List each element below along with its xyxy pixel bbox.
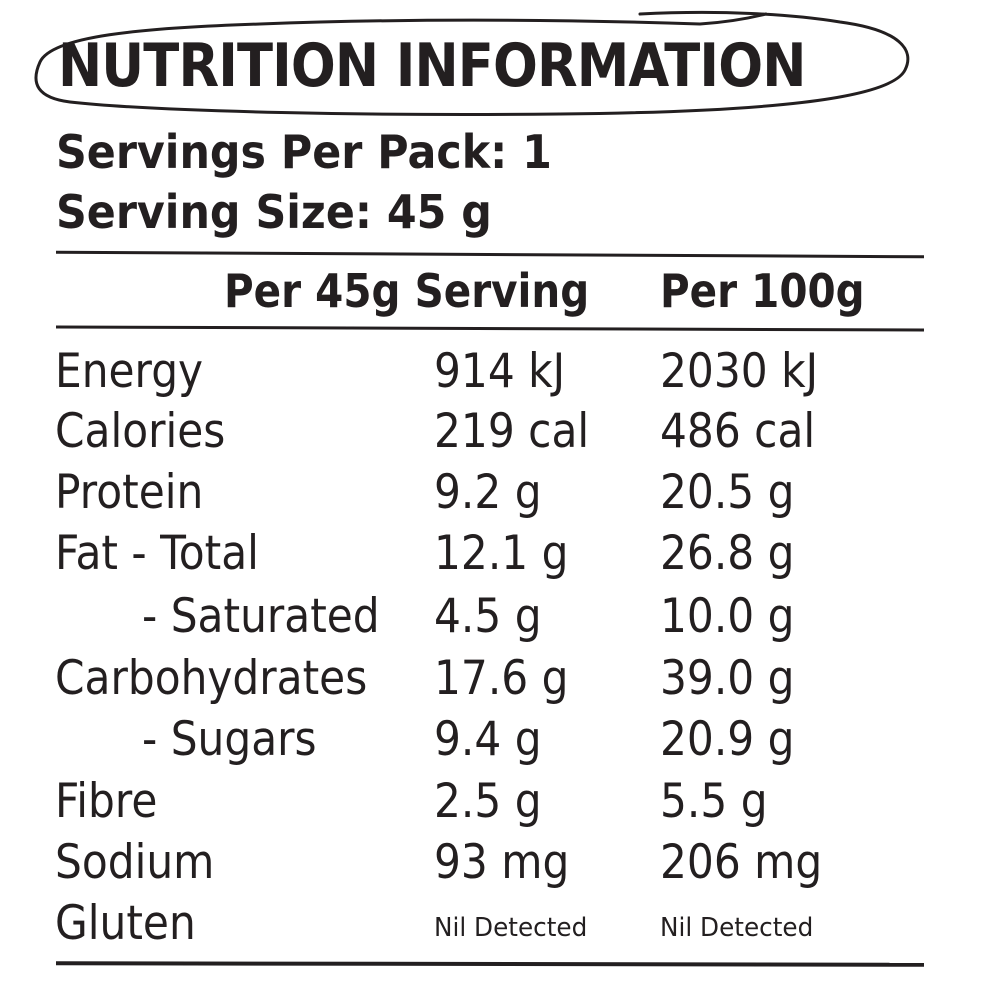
divider-bottom — [55, 961, 925, 967]
value-per-100g: 2030 kJ — [660, 344, 819, 399]
servings-per-pack: Servings Per Pack: 1 — [56, 125, 552, 179]
table-row-gluten: Gluten Nil Detected Nil Detected — [0, 894, 1000, 954]
table-row-sugars: - Sugars 9.4 g 20.9 g — [0, 710, 1000, 770]
value-per-serving: 12.1 g — [434, 526, 569, 581]
value-per-100g: 486 cal — [660, 404, 816, 459]
nutrient-name: - Saturated — [142, 589, 380, 644]
nutrient-name: Protein — [55, 465, 204, 520]
value-per-100g: 206 mg — [660, 835, 823, 890]
table-row-saturated: - Saturated 4.5 g 10.0 g — [0, 587, 1000, 647]
table-row-energy: Energy 914 kJ 2030 kJ — [0, 342, 1000, 402]
value-per-100g: 20.5 g — [660, 465, 795, 520]
value-per-100g: 26.8 g — [660, 526, 795, 581]
nutrient-name: Calories — [55, 404, 226, 459]
nutrient-name: Fibre — [55, 774, 158, 829]
value-per-serving: 4.5 g — [434, 589, 542, 644]
nutrient-name: Sodium — [55, 835, 215, 890]
serving-size: Serving Size: 45 g — [56, 185, 492, 239]
divider-header — [55, 325, 925, 332]
table-row-fibre: Fibre 2.5 g 5.5 g — [0, 772, 1000, 832]
value-per-100g: 39.0 g — [660, 651, 795, 706]
nutrient-name: - Sugars — [142, 712, 317, 767]
table-row-carbohydrates: Carbohydrates 17.6 g 39.0 g — [0, 649, 1000, 709]
table-row-protein: Protein 9.2 g 20.5 g — [0, 463, 1000, 523]
value-per-serving: 17.6 g — [434, 651, 569, 706]
table-row-calories: Calories 219 cal 486 cal — [0, 402, 1000, 462]
panel-title: NUTRITION INFORMATION — [58, 31, 806, 101]
nutrient-name: Carbohydrates — [55, 651, 368, 706]
value-per-100g: 5.5 g — [660, 774, 768, 829]
value-per-serving: 914 kJ — [434, 344, 566, 399]
value-per-serving: Nil Detected — [434, 913, 588, 943]
nutrient-name: Gluten — [55, 896, 196, 951]
value-per-serving: 219 cal — [434, 404, 590, 459]
value-per-serving: 2.5 g — [434, 774, 542, 829]
title-ellipse-outline — [34, 10, 910, 116]
table-row-fat-total: Fat - Total 12.1 g 26.8 g — [0, 524, 1000, 584]
value-per-100g: 10.0 g — [660, 589, 795, 644]
value-per-100g: Nil Detected — [660, 913, 814, 943]
nutrient-name: Energy — [55, 344, 204, 399]
divider-top — [55, 250, 925, 259]
column-header-per-100g: Per 100g — [660, 264, 865, 318]
value-per-serving: 93 mg — [434, 835, 570, 890]
table-row-sodium: Sodium 93 mg 206 mg — [0, 833, 1000, 893]
nutrient-name: Fat - Total — [55, 526, 259, 581]
value-per-serving: 9.2 g — [434, 465, 542, 520]
value-per-serving: 9.4 g — [434, 712, 542, 767]
column-header-per-serving: Per 45g Serving — [224, 264, 590, 318]
value-per-100g: 20.9 g — [660, 712, 795, 767]
